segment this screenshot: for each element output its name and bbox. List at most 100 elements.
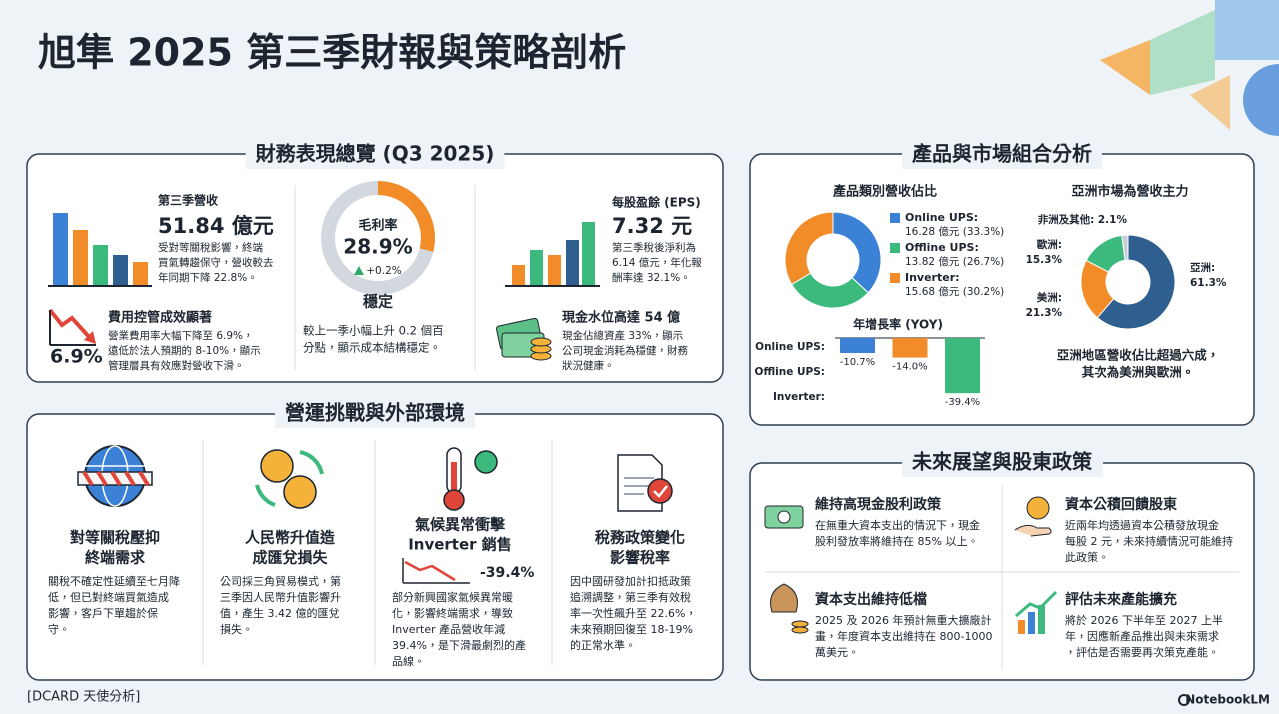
description-line: 其次為美洲與歐洲。 [1082,365,1195,380]
metric-figure: 6.9% [50,346,103,368]
donut-slice [1096,234,1176,330]
description-line: 6.14 億元，年化報 [612,256,702,269]
metric-title: 費用控管成效顯著 [108,310,212,326]
description-line: 第三季稅後淨利為 [612,241,696,254]
description-line: 率一次性飆升至 22.6%， [570,606,696,620]
description-line: 公司現金消耗為穩健，財務 [562,344,688,357]
metric-status: 穩定 [363,293,393,311]
description-line: 部分新興國家氣候異常暖 [392,590,513,604]
metric-label: 第三季營收 [158,193,218,208]
slice-name: 非洲及其他: [1038,213,1095,226]
description-line: 值，產生 3.42 億的匯兌 [220,606,340,620]
description-line: 遠低於法人預期的 8-10%，顯示 [108,344,261,357]
chart-title: 年增長率 (YOY) [853,317,943,332]
description-line: 守。 [48,622,70,636]
description-line: 關稅不確定性延續至七月降 [48,574,180,588]
description-line: 公司採三角貿易模式，第 [220,574,341,588]
donut-slice [1121,234,1129,261]
description-line: 分點，顯示成本結構穩定。 [303,341,441,355]
outlook-title: 評估未來產能擴充 [1065,591,1177,608]
data-label: -14.0% [892,362,927,373]
chart-title: 產品類別營收佔比 [832,184,937,200]
metric-change: +0.2% [366,265,401,277]
description-line: 因中國研發加計扣抵政策 [570,574,691,588]
description-line: 營業費用率大幅下降至 6.9%， [108,329,254,342]
metric-label: 每股盈餘 (EPS) [612,195,701,210]
challenge-title: 對等關稅壓抑 [70,529,160,547]
description-line: 畫，年度資本支出維持在 800-1000 [815,629,992,643]
description-line: 此政策。 [1065,550,1109,564]
legend-swatch [890,213,900,223]
challenge-title: 稅務政策變化 [595,529,685,547]
legend-detail: 13.82 億元 (26.7%) [905,255,1004,268]
bar [840,338,875,353]
page-title: 旭隼 2025 第三季財報與策略剖析 [38,31,626,75]
decoration [1100,0,1279,136]
description-line: 狀況健康。 [562,359,615,372]
description-line: 年，因應新產品推出與未來需求 [1065,629,1219,643]
category-label: Inverter: [773,391,825,403]
description-line: 買氣轉趨保守，營收較去 [158,256,274,269]
description-line: 追溯調整，第三季有效稅 [570,590,691,604]
description-line: 2025 及 2026 年預計無重大擴廠計 [815,613,991,627]
metric-value: 7.32 元 [612,214,692,238]
category-label: Offline UPS: [755,366,825,378]
legend-detail: 16.28 億元 (33.3%) [905,225,1004,238]
challenge-title: 人民幣升值造 [245,529,336,547]
heading-backdrop [902,449,1103,477]
slice-name: 歐洲: [1037,238,1062,251]
challenge-title: 成匯兌損失 [252,549,328,567]
description-line: 亞洲地區營收佔比超過六成， [1057,348,1220,363]
outlook-title: 資本公積回饋股東 [1065,496,1177,513]
description-line: 年同期下降 22.8%。 [158,271,258,284]
description-line: 損失。 [220,622,253,636]
legend-swatch [890,273,900,283]
challenge-title: 終端需求 [85,549,146,567]
heading-backdrop [245,141,505,169]
metric-title: 現金水位高達 54 億 [562,310,680,326]
description-line: 管理層具有效應對營收下滑。 [108,359,245,372]
legend-label: Offline UPS: [905,241,979,254]
slice-label: 2.1% [1098,214,1128,226]
bar [945,338,980,394]
chart-title: 亞洲市場為營收主力 [1071,184,1188,200]
description-line: 酬率達 32.1%。 [612,271,691,284]
description-line: 受對等關稅影響，終端 [158,241,263,254]
slice-name: 美洲: [1037,291,1062,304]
slice-label: 61.3% [1190,277,1227,289]
panel-heading: 未來展望與股東政策 [912,450,1093,474]
panels [26,153,1255,681]
description-line: 品線。 [392,654,425,668]
description-line: 每股 2 元，未來持續情況可能維持 [1065,534,1233,548]
heading-backdrop [902,141,1102,169]
panel-heading: 營運挑戰與外部環境 [285,401,465,425]
challenge-figure: -39.4% [480,565,534,581]
description-line: 影響，客戶下單趨於保 [48,606,158,620]
description-line: 39.4%，是下滑最劇烈的產 [392,638,526,652]
outlook-title: 資本支出維持低檔 [815,591,927,608]
source-label: [DCARD 天使分析] [27,689,140,705]
data-label: -10.7% [840,357,875,368]
challenge-title: 氣候異常衝擊 [415,516,506,534]
panel-heading: 財務表現總覽 (Q3 2025) [256,142,495,166]
donut-slice [832,211,882,294]
description-line: 近兩年均透過資本公積發放現金 [1065,518,1219,532]
bar [892,338,928,358]
description-line: 萬美元。 [815,646,859,659]
metric-value: 28.9% [343,235,412,259]
slice-label: 15.3% [1026,254,1063,266]
ring-value [378,181,435,252]
donut-slice [784,211,834,286]
outlook-title: 維持高現金股利政策 [815,496,942,513]
description-line: 較上一季小幅上升 0.2 個百 [303,324,444,338]
description-line: 低，但已對終端買氣造成 [48,590,169,604]
description-line: 的正常水準。 [570,638,636,652]
heading-backdrop [275,400,475,428]
description-line: 未來預期回復至 18-19% [570,622,693,636]
challenge-title: Inverter 銷售 [408,536,512,554]
slice-name: 亞洲: [1190,262,1215,274]
description-line: ，評估是否需要再次策克產能。 [1065,645,1219,659]
panel-heading: 產品與市場組合分析 [912,142,1092,166]
icons [48,213,1058,634]
